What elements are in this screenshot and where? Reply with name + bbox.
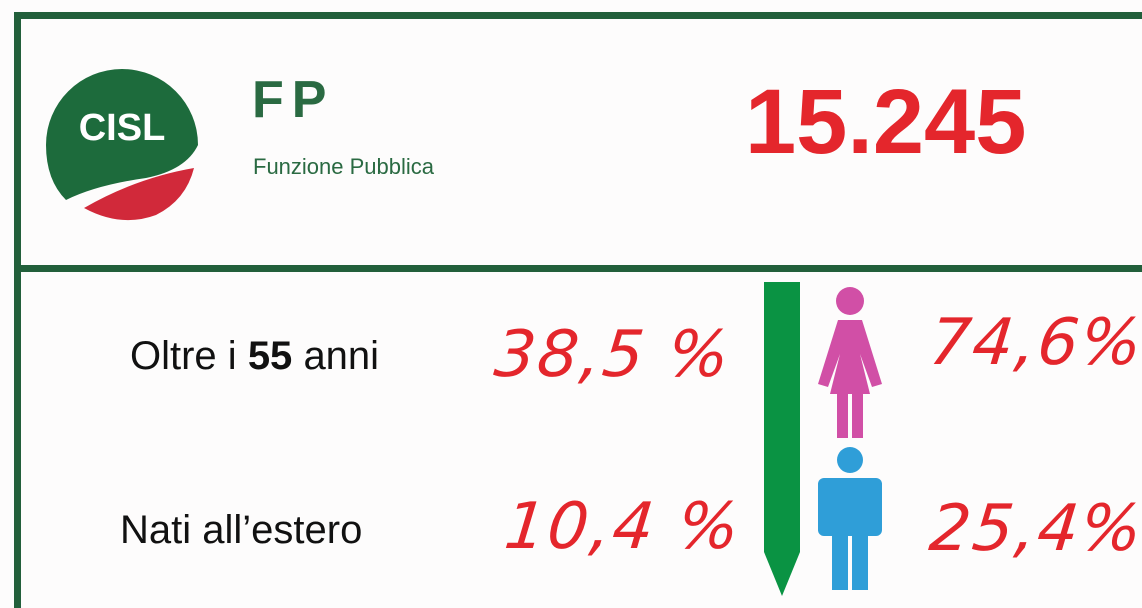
logo-swoosh — [84, 168, 194, 221]
logo-text: CISL — [79, 107, 166, 149]
logo: CISL — [46, 69, 198, 221]
frame-top — [14, 12, 1142, 19]
male-icon — [818, 447, 882, 590]
row-label: Nati all’estero — [120, 508, 363, 552]
frame-left — [14, 12, 21, 608]
label-bold: 55 — [247, 334, 293, 378]
arrow — [764, 282, 800, 596]
arrow-shape — [764, 282, 800, 596]
frame-divider — [14, 265, 1142, 272]
row-value: 38,5 % — [491, 318, 735, 392]
total: 15.245 — [745, 71, 1027, 173]
label-end: anni — [303, 334, 380, 378]
gender-icons — [818, 287, 882, 590]
gender-value: 74,6% — [926, 306, 1142, 380]
logo-shape — [46, 69, 198, 200]
label-start: Oltre i — [130, 334, 237, 378]
row-value: 10,4 % — [501, 490, 745, 564]
gender-value: 25,4% — [926, 492, 1142, 566]
female-icon — [818, 287, 882, 438]
subtitle: Funzione Pubblica — [253, 154, 435, 179]
row-label: Oltre i 55 anni — [130, 334, 379, 379]
title: FP — [252, 71, 335, 129]
